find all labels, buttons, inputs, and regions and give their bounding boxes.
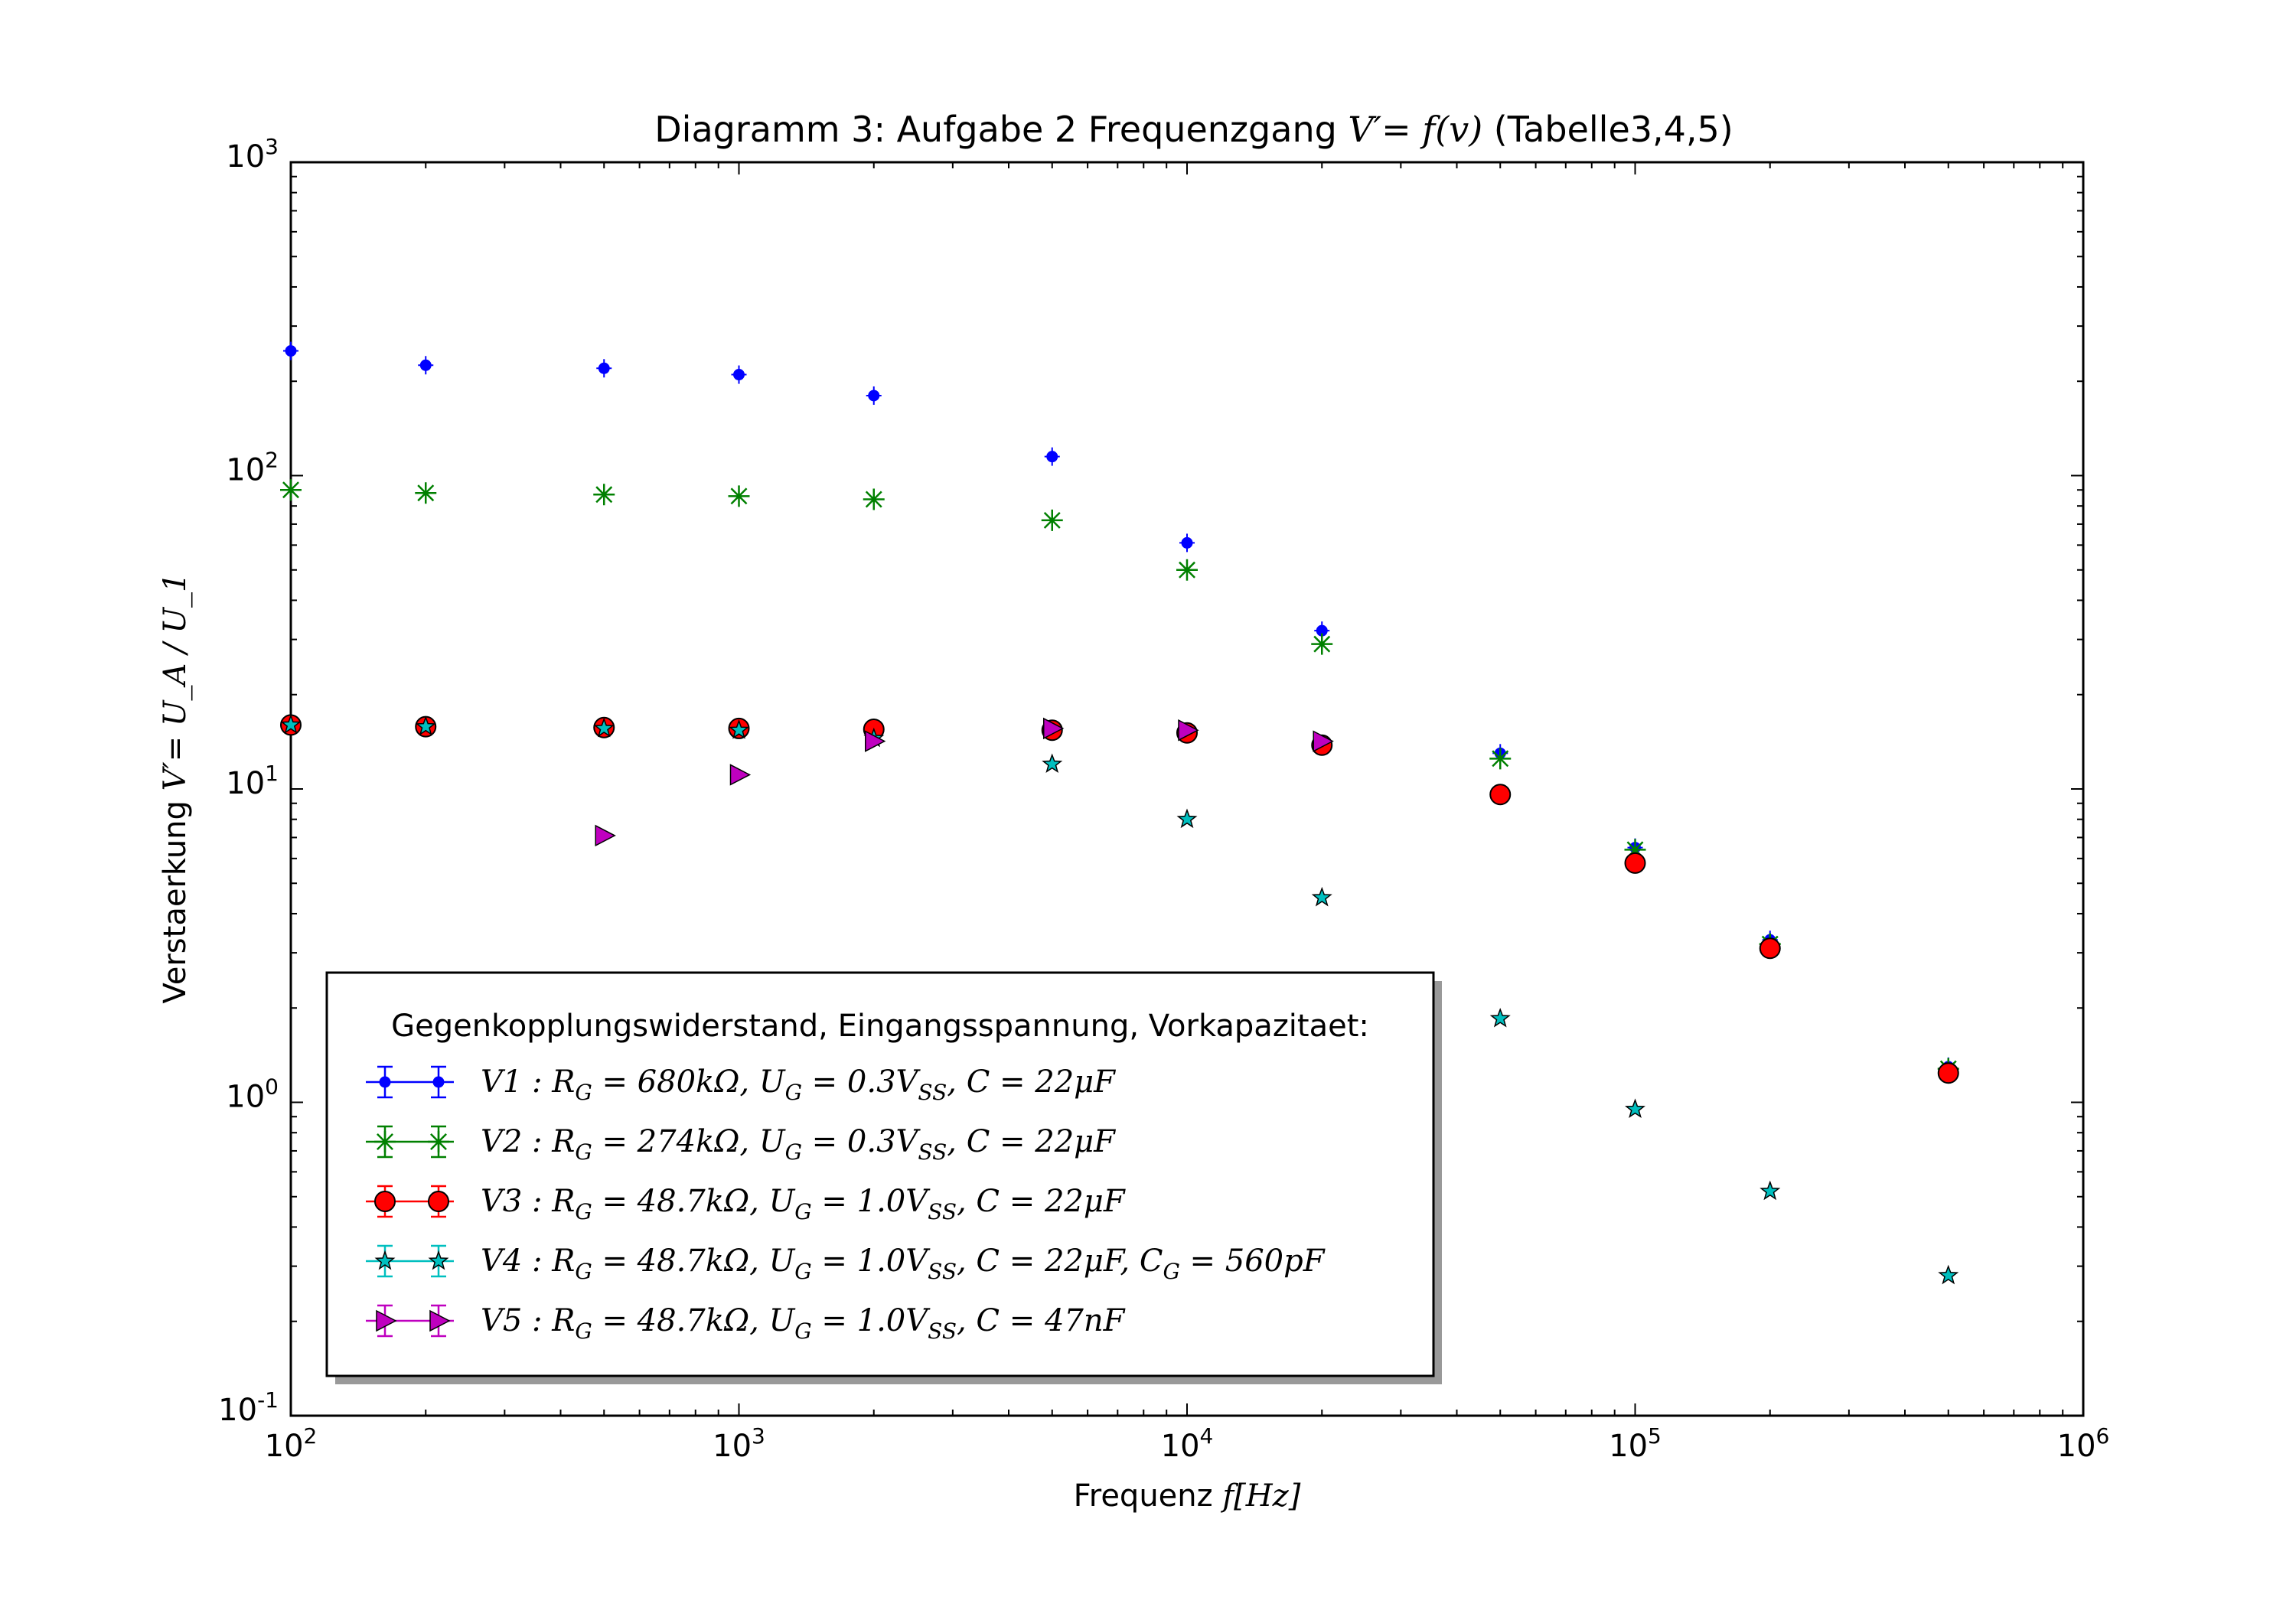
legend-entry-label: V5 : RG​ = 48.7kΩ, UG​ = 1.0VSS​, C = 47… bbox=[481, 1303, 1126, 1344]
x-axis-label: Frequenz f[Hz] bbox=[1074, 1478, 1301, 1514]
legend-title: Gegenkopplungswiderstand, Eingangsspannu… bbox=[391, 1009, 1369, 1044]
y-tick-label: 100 bbox=[226, 1074, 279, 1115]
data-point bbox=[419, 359, 432, 371]
x-tick-label: 106 bbox=[2057, 1423, 2110, 1464]
data-point bbox=[1041, 509, 1063, 531]
data-point bbox=[1181, 536, 1193, 549]
x-tick-label: 102 bbox=[265, 1423, 318, 1464]
legend-marker bbox=[379, 1076, 391, 1088]
data-point bbox=[1176, 808, 1198, 829]
legend-marker bbox=[428, 1191, 449, 1212]
y-tick-label: 10-1 bbox=[218, 1387, 279, 1428]
y-axis-label: Verstaerkung V′= U_A / U_1 bbox=[158, 572, 193, 1003]
legend-entry: V2 : RG​ = 274kΩ, UG​ = 0.3VSS​, C = 22μ… bbox=[366, 1124, 1116, 1165]
legend-entry: V3 : RG​ = 48.7kΩ, UG​ = 1.0VSS​, C = 22… bbox=[366, 1184, 1126, 1224]
data-point bbox=[285, 345, 297, 357]
x-tick-label: 105 bbox=[1609, 1423, 1662, 1464]
data-point bbox=[863, 488, 885, 510]
data-point bbox=[729, 719, 749, 739]
data-point bbox=[1043, 717, 1065, 740]
legend: Gegenkopplungswiderstand, Eingangsspannu… bbox=[325, 971, 1442, 1384]
data-point bbox=[593, 717, 615, 738]
data-point bbox=[1759, 937, 1781, 960]
legend-marker bbox=[428, 1250, 449, 1270]
data-point bbox=[598, 362, 610, 374]
data-point bbox=[1311, 633, 1333, 655]
legend-entry-label: V3 : RG​ = 48.7kΩ, UG​ = 1.0VSS​, C = 22… bbox=[481, 1184, 1126, 1224]
data-point bbox=[1178, 719, 1199, 742]
data-point bbox=[280, 479, 302, 501]
chart-title: Diagramm 3: Aufgabe 2 Frequenzgang V′= f… bbox=[654, 109, 1733, 150]
legend-entry-label: V1 : RG​ = 680kΩ, UG​ = 0.3VSS​, C = 22μ… bbox=[481, 1064, 1116, 1105]
data-point bbox=[1313, 730, 1334, 752]
legend-marker bbox=[374, 1250, 396, 1270]
x-tick-labels: 102 103 104 105 106 bbox=[265, 1423, 2110, 1464]
data-point bbox=[1937, 1062, 1959, 1084]
data-point bbox=[1311, 886, 1332, 907]
axis-ticks bbox=[290, 161, 2084, 1416]
y-tick-labels: 10-1 100 101 102 103 bbox=[218, 134, 279, 1428]
data-point bbox=[865, 730, 886, 752]
data-point bbox=[1042, 753, 1063, 774]
x-tick-label: 104 bbox=[1161, 1423, 1214, 1464]
data-point bbox=[1046, 451, 1058, 463]
legend-entry-label: V4 : RG​ = 48.7kΩ, UG​ = 1.0VSS​, C = 22… bbox=[481, 1244, 1326, 1284]
data-point bbox=[1176, 559, 1198, 581]
series-5 bbox=[595, 717, 1334, 847]
data-point bbox=[733, 369, 745, 381]
data-point bbox=[1489, 748, 1512, 770]
legend-entries: V1 : RG​ = 680kΩ, UG​ = 0.3VSS​, C = 22μ… bbox=[366, 1064, 1326, 1344]
data-point bbox=[593, 484, 615, 506]
legend-box bbox=[325, 971, 1435, 1377]
y-tick-label: 103 bbox=[226, 134, 279, 174]
legend-marker bbox=[429, 1309, 451, 1332]
legend-marker bbox=[428, 1131, 449, 1152]
legend-entry: V4 : RG​ = 48.7kΩ, UG​ = 1.0VSS​, C = 22… bbox=[366, 1244, 1326, 1284]
legend-entry-label: V2 : RG​ = 274kΩ, UG​ = 0.3VSS​, C = 22μ… bbox=[481, 1124, 1116, 1165]
data-point bbox=[280, 714, 302, 734]
y-tick-label: 102 bbox=[226, 448, 279, 488]
legend-marker bbox=[374, 1131, 396, 1152]
data-point bbox=[415, 715, 436, 736]
legend-entry: V5 : RG​ = 48.7kΩ, UG​ = 1.0VSS​, C = 47… bbox=[366, 1303, 1126, 1344]
y-tick-label: 101 bbox=[226, 761, 279, 801]
data-point bbox=[729, 764, 752, 786]
legend-entry: V1 : RG​ = 680kΩ, UG​ = 0.3VSS​, C = 22μ… bbox=[366, 1064, 1116, 1105]
data-point bbox=[868, 390, 880, 402]
data-point bbox=[728, 485, 750, 507]
data-series bbox=[280, 341, 1959, 1285]
data-point bbox=[1625, 1098, 1645, 1119]
data-point bbox=[1624, 839, 1646, 861]
legend-marker bbox=[432, 1076, 445, 1088]
x-tick-label: 103 bbox=[713, 1423, 765, 1464]
data-point bbox=[1938, 1264, 1959, 1285]
legend-marker bbox=[374, 1191, 396, 1212]
data-point bbox=[595, 824, 616, 847]
data-point bbox=[1489, 1007, 1511, 1028]
data-point bbox=[1760, 1180, 1781, 1201]
data-point bbox=[1489, 784, 1512, 806]
data-point bbox=[1624, 852, 1646, 874]
data-point bbox=[415, 482, 437, 504]
legend-marker bbox=[376, 1309, 397, 1332]
